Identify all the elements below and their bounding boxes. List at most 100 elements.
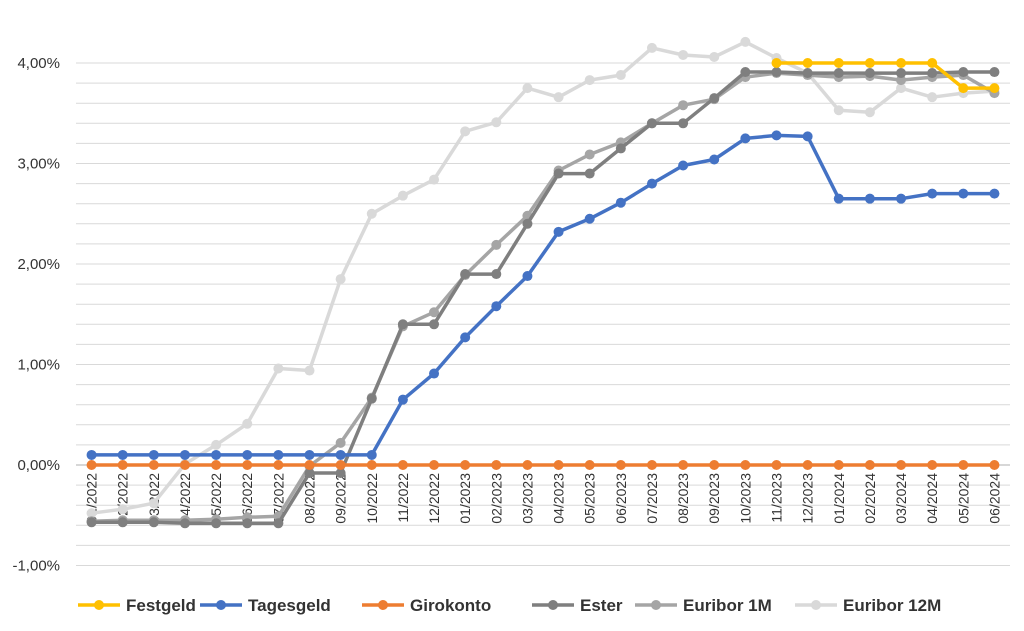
data-point bbox=[927, 68, 938, 79]
data-point bbox=[335, 437, 346, 448]
data-point bbox=[211, 449, 222, 460]
data-point bbox=[117, 517, 128, 528]
y-tick-label: 4,00% bbox=[17, 55, 60, 72]
series-ester bbox=[86, 67, 1000, 529]
data-point bbox=[646, 42, 657, 53]
data-point bbox=[522, 83, 533, 94]
y-tick-label: 2,00% bbox=[17, 256, 60, 273]
data-point bbox=[989, 460, 1000, 470]
data-point bbox=[864, 460, 875, 470]
data-point bbox=[460, 269, 471, 280]
series-festgeld bbox=[771, 58, 1000, 94]
data-point bbox=[460, 460, 471, 470]
data-point bbox=[273, 518, 284, 529]
legend-label: Tagesgeld bbox=[248, 596, 331, 615]
data-point bbox=[646, 178, 657, 189]
data-point bbox=[678, 460, 689, 470]
data-point bbox=[864, 107, 875, 118]
legend-item: Tagesgeld bbox=[200, 596, 331, 615]
series-line bbox=[91, 70, 995, 526]
data-point bbox=[678, 100, 689, 111]
x-tick-label: 08/2023 bbox=[675, 473, 691, 524]
data-point bbox=[429, 307, 440, 318]
data-point bbox=[335, 460, 346, 470]
x-tick-label: 06/2023 bbox=[613, 473, 629, 524]
x-tick-label: 05/2022 bbox=[208, 473, 224, 524]
data-point bbox=[864, 58, 875, 68]
data-point bbox=[958, 460, 969, 470]
data-point bbox=[584, 149, 595, 160]
y-tick-label: -1,00% bbox=[12, 558, 60, 575]
data-point bbox=[429, 460, 440, 470]
data-point bbox=[86, 460, 97, 470]
data-point bbox=[148, 498, 159, 509]
data-point bbox=[522, 218, 533, 229]
data-point bbox=[397, 319, 408, 330]
legend-swatch-marker bbox=[548, 600, 558, 610]
data-point bbox=[864, 193, 875, 204]
series-euribor-12m bbox=[86, 36, 1000, 519]
data-point bbox=[802, 460, 813, 470]
data-point bbox=[584, 168, 595, 179]
x-tick-label: 01/2023 bbox=[457, 473, 473, 524]
data-point bbox=[366, 449, 377, 460]
data-point bbox=[740, 36, 751, 47]
series-line bbox=[91, 71, 996, 524]
data-point bbox=[211, 439, 222, 450]
data-point bbox=[927, 460, 938, 470]
data-point bbox=[802, 68, 813, 79]
data-point bbox=[864, 68, 875, 79]
data-point bbox=[833, 105, 844, 116]
data-point bbox=[615, 460, 626, 470]
series-girokonto bbox=[86, 460, 1000, 470]
data-point bbox=[989, 83, 1000, 94]
legend-item: Girokonto bbox=[362, 596, 491, 615]
data-point bbox=[989, 188, 1000, 199]
legend-label: Euribor 12M bbox=[843, 596, 941, 615]
data-point bbox=[833, 68, 844, 79]
data-point bbox=[833, 460, 844, 470]
legend-swatch-marker bbox=[94, 600, 104, 610]
data-point bbox=[429, 174, 440, 185]
series-euribor-1m bbox=[86, 68, 1000, 527]
x-tick-label: 02/2024 bbox=[862, 473, 878, 524]
data-point bbox=[958, 83, 969, 94]
data-point bbox=[896, 58, 907, 68]
data-point bbox=[646, 118, 657, 129]
y-tick-label: 0,00% bbox=[17, 457, 60, 474]
data-point bbox=[553, 168, 564, 179]
x-tick-label: 09/2022 bbox=[333, 473, 349, 524]
data-point bbox=[86, 449, 97, 460]
data-point bbox=[491, 117, 502, 128]
data-point bbox=[304, 449, 315, 460]
grid-lines bbox=[76, 62, 1010, 566]
legend-swatch-marker bbox=[811, 600, 821, 610]
legend-swatch-marker bbox=[378, 600, 388, 610]
x-tick-label: 05/2023 bbox=[582, 473, 598, 524]
x-tick-label: 03/2024 bbox=[893, 473, 909, 524]
x-tick-label: 11/2022 bbox=[395, 473, 411, 523]
legend: Festgeld Tagesgeld Girokonto Ester Euribor 1… bbox=[78, 596, 941, 615]
data-point bbox=[242, 449, 253, 460]
data-point bbox=[429, 368, 440, 379]
data-point bbox=[397, 394, 408, 405]
x-tick-label: 11/2023 bbox=[769, 473, 785, 523]
x-tick-label: 06/2024 bbox=[986, 473, 1002, 524]
data-point bbox=[709, 460, 720, 470]
data-point bbox=[117, 460, 128, 470]
data-point bbox=[678, 160, 689, 171]
data-point bbox=[242, 518, 253, 529]
series-line bbox=[91, 40, 995, 515]
data-point bbox=[678, 118, 689, 129]
data-point bbox=[366, 393, 377, 404]
data-point bbox=[242, 460, 253, 470]
data-point bbox=[429, 319, 440, 330]
y-tick-label: 1,00% bbox=[17, 357, 60, 374]
x-axis-tick-labels: 01/202202/202203/202204/202205/202206/20… bbox=[84, 473, 1003, 524]
data-point bbox=[148, 460, 159, 470]
data-point bbox=[148, 517, 159, 528]
data-point bbox=[460, 126, 471, 137]
legend-item: Euribor 12M bbox=[795, 596, 941, 615]
